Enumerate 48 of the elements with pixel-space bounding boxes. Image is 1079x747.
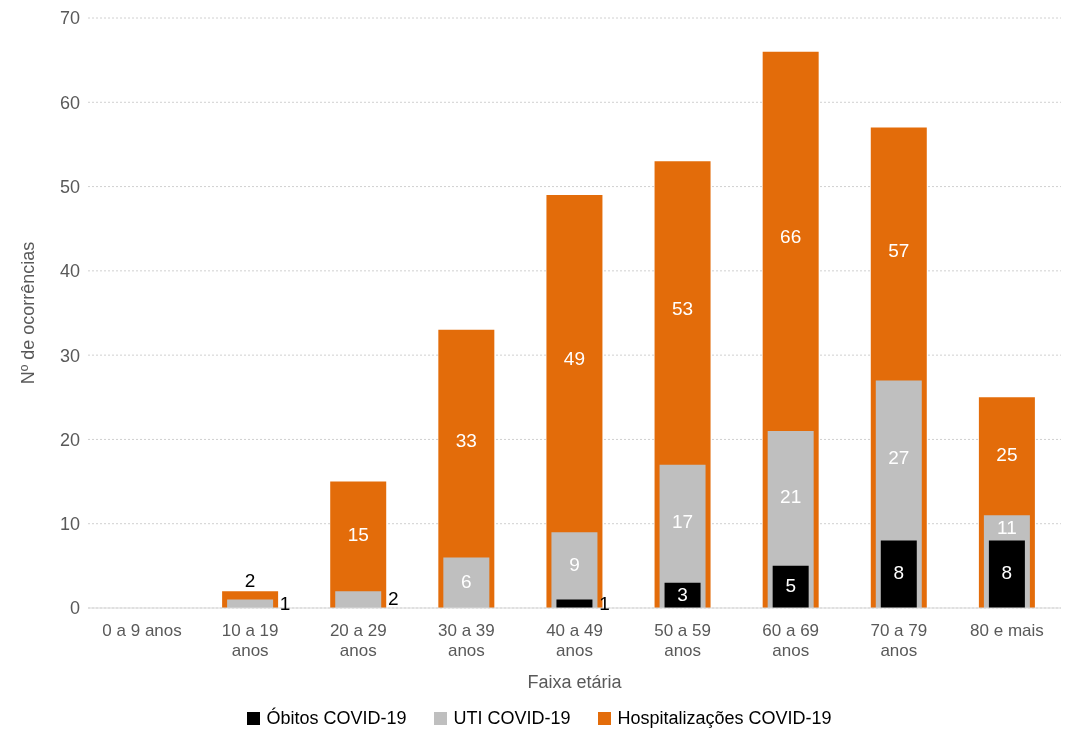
x-tick-label: 60 a 69 anos bbox=[762, 621, 820, 660]
data-label: 5 bbox=[785, 575, 796, 597]
data-label: 27 bbox=[888, 447, 910, 469]
bar bbox=[772, 565, 809, 608]
x-tick-label: 10 a 19 anos bbox=[221, 621, 279, 660]
y-tick-label: 20 bbox=[59, 429, 80, 450]
legend-label: Óbitos COVID-19 bbox=[265, 708, 407, 729]
data-label: 33 bbox=[455, 429, 477, 451]
data-label: 53 bbox=[671, 298, 694, 320]
y-tick-label: 40 bbox=[59, 261, 80, 282]
bar bbox=[988, 540, 1025, 608]
x-tick-label: 80 e mais bbox=[970, 621, 1044, 640]
x-tick-label: 50 a 59 anos bbox=[654, 621, 711, 660]
x-axis-title: Faixa etária bbox=[527, 672, 623, 692]
x-tick-label: 0 a 9 anos bbox=[102, 621, 182, 640]
bar bbox=[443, 557, 490, 608]
legend-label: Hospitalizações COVID-19 bbox=[616, 708, 832, 729]
data-label: 8 bbox=[1001, 562, 1013, 584]
data-label: 8 bbox=[893, 562, 905, 584]
data-label: 9 bbox=[569, 554, 580, 575]
bar bbox=[551, 532, 598, 608]
y-tick-label: 10 bbox=[59, 514, 80, 535]
data-label: 66 bbox=[780, 225, 802, 247]
data-label: 15 bbox=[347, 523, 369, 545]
y-tick-label: 70 bbox=[59, 8, 80, 29]
data-label: 3 bbox=[677, 584, 688, 606]
bar bbox=[335, 591, 382, 608]
data-label: 2 bbox=[387, 588, 399, 610]
y-axis-title: Nº de ocorrências bbox=[18, 241, 39, 385]
y-tick-label: 60 bbox=[59, 92, 80, 113]
x-tick-label: 30 a 39 anos bbox=[438, 621, 495, 660]
data-label: 2 bbox=[244, 570, 256, 592]
legend-label: UTI COVID-19 bbox=[452, 708, 571, 729]
data-label: 6 bbox=[461, 571, 472, 593]
data-label: 57 bbox=[888, 239, 910, 261]
bar bbox=[880, 540, 917, 608]
y-tick-label: 0 bbox=[69, 598, 80, 619]
y-tick-label: 30 bbox=[59, 345, 80, 366]
data-label: 49 bbox=[563, 348, 586, 370]
data-label: 25 bbox=[996, 443, 1018, 465]
data-label: 11 bbox=[997, 516, 1017, 538]
data-label: 17 bbox=[671, 511, 694, 533]
data-label: 21 bbox=[780, 485, 802, 507]
data-label: 1 bbox=[279, 592, 291, 614]
x-tick-label: 70 a 79 anos bbox=[870, 621, 928, 660]
y-tick-label: 50 bbox=[59, 176, 80, 197]
x-tick-label: 20 a 29 anos bbox=[329, 621, 387, 660]
x-tick-label: 40 a 49 anos bbox=[546, 621, 603, 660]
